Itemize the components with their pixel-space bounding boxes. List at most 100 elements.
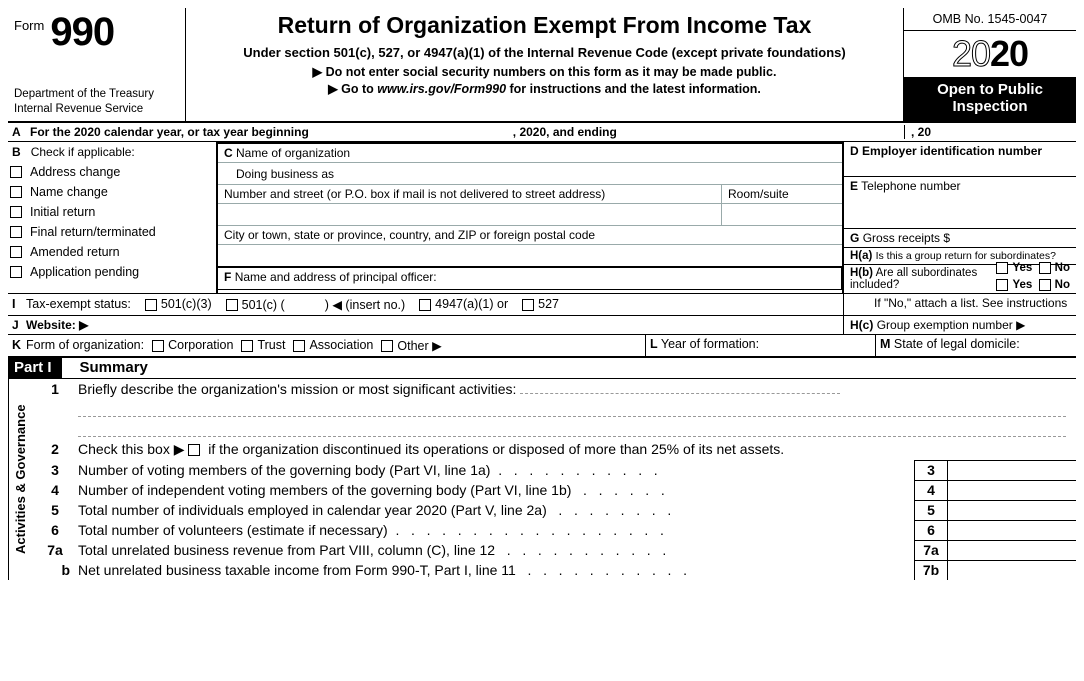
form-header: Form 990 Department of the Treasury Inte…: [8, 8, 1076, 123]
hb-yesno[interactable]: Yes No: [996, 279, 1070, 291]
checkbox-icon[interactable]: [996, 262, 1008, 274]
c-name-org: C Name of organization: [218, 144, 842, 163]
checkbox-icon[interactable]: [1039, 279, 1051, 291]
check-amended-return[interactable]: Amended return: [8, 242, 216, 262]
checkbox-icon[interactable]: [1039, 262, 1051, 274]
year-of-formation[interactable]: L Year of formation:: [646, 335, 876, 356]
opt-other[interactable]: Other ▶: [381, 338, 441, 353]
checkbox-icon[interactable]: [145, 299, 157, 311]
section-bcd: B Check if applicable: Address change Na…: [8, 142, 1076, 294]
row-a-text3: , 20: [904, 125, 1076, 139]
line-4: 4 Number of independent voting members o…: [32, 480, 1076, 500]
check-address-change[interactable]: Address change: [8, 162, 216, 182]
row-a-letter: A: [8, 125, 26, 139]
row-a-text2: , 2020, and ending: [513, 125, 617, 139]
c-street-label: Number and street (or P.O. box if mail i…: [218, 185, 722, 203]
section-hc[interactable]: H(c) Group exemption number ▶: [844, 316, 1076, 334]
form-number: 990: [50, 12, 114, 52]
line-5-input[interactable]: [948, 500, 1076, 520]
website-field[interactable]: JWebsite: ▶: [8, 316, 844, 334]
open-to-public-badge: Open to Public Inspection: [904, 78, 1076, 121]
opt-trust[interactable]: Trust: [241, 338, 285, 352]
c-street-row: Number and street (or P.O. box if mail i…: [218, 185, 842, 204]
part-i-header: Part I Summary: [8, 357, 1076, 379]
line-3: 3 Number of voting members of the govern…: [32, 460, 1076, 480]
line-6: 6 Total number of volunteers (estimate i…: [32, 520, 1076, 540]
line-7b: b Net unrelated business taxable income …: [32, 560, 1076, 580]
line-7b-input[interactable]: [948, 560, 1076, 580]
checkbox-icon[interactable]: [293, 340, 305, 352]
opt-527[interactable]: 527: [522, 297, 559, 311]
summary-lines: 1 Briefly describe the organization's mi…: [32, 379, 1076, 580]
checkbox-icon[interactable]: [10, 206, 22, 218]
header-center: Return of Organization Exempt From Incom…: [186, 8, 904, 121]
check-application-pending[interactable]: Application pending: [8, 262, 216, 282]
c-street-input[interactable]: [218, 204, 722, 225]
ha-yesno[interactable]: Yes No: [996, 262, 1070, 274]
c-city-label: City or town, state or province, country…: [218, 226, 842, 245]
c-room-label: Room/suite: [722, 185, 842, 203]
column-b: B Check if applicable: Address change Na…: [8, 142, 218, 293]
c-dba[interactable]: Doing business as: [218, 163, 842, 185]
check-final-return[interactable]: Final return/terminated: [8, 222, 216, 242]
line-1-text[interactable]: Briefly describe the organization's miss…: [78, 379, 1076, 439]
section-ha: H(a) Is this a group return for subordin…: [844, 248, 1076, 265]
omb-number: OMB No. 1545-0047: [904, 8, 1076, 31]
part-i-body: Activities & Governance 1 Briefly descri…: [8, 379, 1076, 580]
line-3-input[interactable]: [948, 460, 1076, 480]
checkbox-icon[interactable]: [10, 266, 22, 278]
line-5: 5 Total number of individuals employed i…: [32, 500, 1076, 520]
checkbox-icon[interactable]: [419, 299, 431, 311]
form-instruction-2: ▶ Go to www.irs.gov/Form990 for instruct…: [196, 81, 893, 96]
section-g[interactable]: G Gross receipts $: [844, 229, 1076, 248]
state-domicile[interactable]: M State of legal domicile:: [876, 335, 1076, 356]
part-i-title: Summary: [80, 359, 148, 376]
checkbox-icon[interactable]: [522, 299, 534, 311]
opt-association[interactable]: Association: [293, 338, 373, 352]
checkbox-icon[interactable]: [10, 246, 22, 258]
c-street-input-row[interactable]: [218, 204, 842, 226]
ein-input[interactable]: [850, 158, 1070, 174]
instructions-link[interactable]: www.irs.gov/Form990: [377, 82, 506, 96]
header-left: Form 990 Department of the Treasury Inte…: [8, 8, 186, 121]
department-block: Department of the Treasury Internal Reve…: [14, 67, 179, 117]
opt-501c3[interactable]: 501(c)(3): [145, 297, 212, 311]
vertical-label: Activities & Governance: [8, 379, 32, 580]
c-room-input[interactable]: [722, 204, 842, 225]
checkbox-icon[interactable]: [226, 299, 238, 311]
checkbox-icon[interactable]: [996, 279, 1008, 291]
tax-year: 2020: [904, 31, 1076, 78]
checkbox-icon[interactable]: [381, 340, 393, 352]
line-4-input[interactable]: [948, 480, 1076, 500]
checkbox-icon[interactable]: [10, 186, 22, 198]
row-a: A For the 2020 calendar year, or tax yea…: [8, 123, 1076, 142]
form-of-org: KForm of organization: Corporation Trust…: [8, 335, 646, 356]
checkbox-icon[interactable]: [152, 340, 164, 352]
c-city-input[interactable]: [218, 245, 842, 268]
col-b-head: B Check if applicable:: [8, 142, 216, 162]
h-note: If "No," attach a list. See instructions: [844, 294, 1076, 315]
row-j: JWebsite: ▶ H(c) Group exemption number …: [8, 316, 1076, 335]
checkbox-icon[interactable]: [10, 166, 22, 178]
form-label: Form: [14, 12, 44, 33]
row-i: ITax-exempt status: 501(c)(3) 501(c) () …: [8, 294, 1076, 316]
dept-line2: Internal Revenue Service: [14, 102, 179, 117]
part-i-badge: Part I: [8, 358, 62, 378]
line-2: 2 Check this box ▶ if the organization d…: [32, 439, 1076, 460]
opt-corporation[interactable]: Corporation: [152, 338, 233, 352]
column-c: C Name of organization Doing business as…: [218, 142, 844, 293]
checkbox-icon[interactable]: [10, 226, 22, 238]
opt-501c[interactable]: 501(c) () ◀ (insert no.): [226, 297, 406, 312]
section-f[interactable]: F Name and address of principal officer:: [218, 268, 842, 290]
line-7a: 7a Total unrelated business revenue from…: [32, 540, 1076, 560]
check-initial-return[interactable]: Initial return: [8, 202, 216, 222]
opt-4947[interactable]: 4947(a)(1) or: [419, 297, 508, 311]
checkbox-icon[interactable]: [241, 340, 253, 352]
form-subtitle: Under section 501(c), 527, or 4947(a)(1)…: [196, 45, 893, 60]
check-name-change[interactable]: Name change: [8, 182, 216, 202]
line-6-input[interactable]: [948, 520, 1076, 540]
row-a-text1: For the 2020 calendar year, or tax year …: [26, 123, 313, 141]
section-e: E Telephone number: [844, 177, 1076, 229]
line-7a-input[interactable]: [948, 540, 1076, 560]
checkbox-icon[interactable]: [188, 444, 200, 456]
